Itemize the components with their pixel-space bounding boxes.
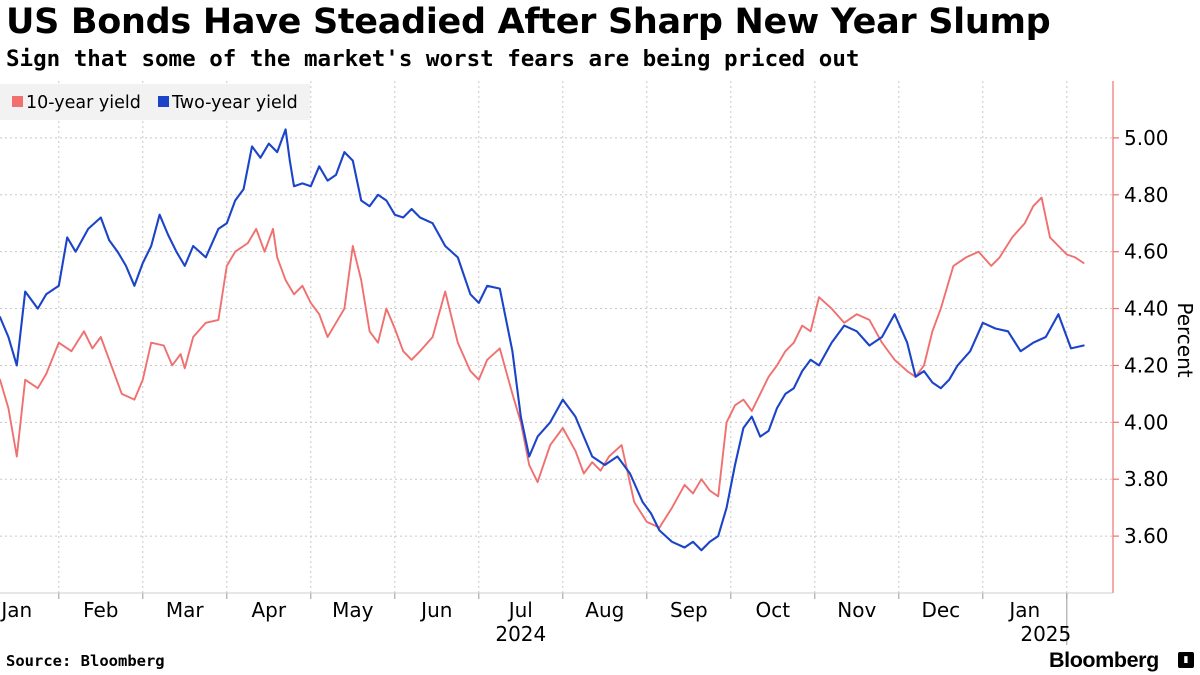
y-tick-label: 3.60 [1124,524,1169,548]
y-tick-label: 4.20 [1124,353,1169,377]
x-tick-label: Nov [837,598,876,622]
legend-label-2y: Two-year yield [171,93,298,113]
series-line-10-year [0,196,1085,529]
y-tick-label: 4.40 [1124,297,1169,321]
chart: 3.60 3.80 4.00 4.20 4.40 4.60 4.80 5.00 Jan Feb Ma… [0,81,1197,645]
legend-swatch-2y [158,96,169,107]
legend-swatch-10y [12,96,23,107]
y-axis-title: Percent [1173,302,1197,377]
x-year-label: 2024 [495,622,546,645]
x-tick-label: Feb [83,598,118,622]
x-tick-label: Jul [507,598,533,622]
chart-subtitle: Sign that some of the market's worst fea… [6,46,860,72]
gridlines [0,81,1113,593]
bloomberg-chart-icon: ▮ [1178,652,1194,668]
source-note: Source: Bloomberg [6,652,165,670]
plot-area [0,81,1113,593]
chart-title: US Bonds Have Steadied After Sharp New Y… [6,2,1051,42]
legend-background [0,84,310,120]
bloomberg-logo: Bloomberg [1049,648,1159,672]
y-tick-label: 3.80 [1124,467,1169,491]
y-tick-label: 4.60 [1124,240,1169,264]
x-tick-label: Dec [921,598,960,622]
axis-ticks: 3.60 3.80 4.00 4.20 4.40 4.60 4.80 5.00 Jan Feb Ma… [0,126,1169,645]
x-tick-label: Oct [756,598,791,622]
x-tick-label: Apr [251,598,286,622]
series-line-two-year [0,128,1085,552]
y-tick-label: 4.00 [1124,410,1169,434]
x-tick-label: Jan [1007,598,1040,622]
y-tick-label: 5.00 [1124,126,1169,150]
x-tick-label: Sep [670,598,708,622]
legend-label-10y: 10-year yield [26,93,141,113]
x-year-label: 2025 [1020,622,1071,645]
legend: 10-year yield Two-year yield [0,84,310,120]
series-lines [0,128,1085,552]
y-tick-label: 4.80 [1124,183,1169,207]
x-tick-label: Jan [0,598,32,622]
x-tick-label: Aug [585,598,624,622]
x-tick-label: Mar [166,598,205,622]
x-tick-label: May [332,598,374,622]
x-tick-label: Jun [419,598,452,622]
